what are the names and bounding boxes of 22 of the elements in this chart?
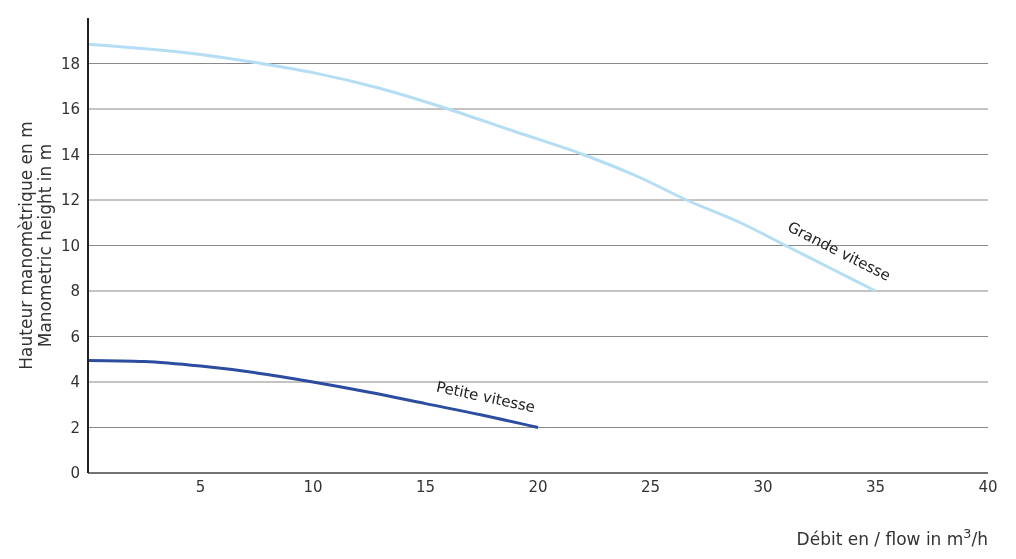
x-tick-label: 15 [415,477,436,496]
x-tick-label: 30 [753,477,773,496]
y-tick-label: 0 [70,464,80,483]
y-tick-label: 18 [60,54,80,73]
x-axis-title: Débit en / flow in m$^{3}$/h [796,525,988,549]
x-tick-label: 20 [528,477,548,496]
y-axis-title: Hauteur manomètrique en m Manometric height in m [16,121,55,370]
x-tick-label: 10 [303,477,323,496]
x-tick-label: 25 [640,477,661,496]
y-tick-label: 2 [70,418,80,437]
y-tick-label: 10 [60,236,80,255]
y-tick-label: 6 [70,327,80,346]
x-tick-label: 35 [865,477,886,496]
text: Petite vitesse [434,377,537,417]
y-tick-label: 16 [60,100,80,119]
y-tick-label: 14 [60,145,80,164]
y-tick-label: 12 [60,191,80,210]
y-tick-label: 8 [70,282,80,301]
x-tick-label: 40 [978,477,998,496]
x-tick-label: 5 [195,477,206,496]
y-tick-label: 4 [70,373,80,392]
line-series [88,358,540,429]
